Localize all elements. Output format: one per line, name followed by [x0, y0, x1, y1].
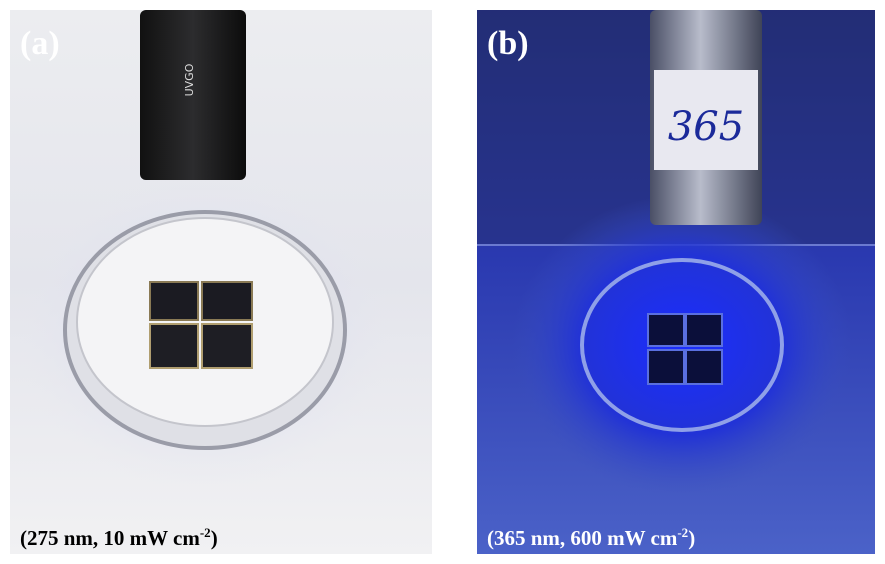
sample: [150, 282, 198, 320]
panel-label: (a): [20, 25, 60, 62]
sample: [686, 350, 722, 384]
sample: [648, 314, 684, 346]
panel-label: (b): [487, 25, 529, 62]
caption-superscript: -2: [677, 525, 688, 540]
sample: [150, 324, 198, 368]
sample: [648, 350, 684, 384]
lamp-text: 365: [668, 104, 744, 150]
caption-text: (365 nm, 600 mW cm: [487, 526, 678, 550]
lamp-text: UVGO: [183, 63, 196, 96]
sample: [202, 324, 252, 368]
panel-a: UVGO (a) (275 nm, 10 mW cm-2): [10, 10, 432, 554]
paper: [77, 218, 333, 426]
caption-text: (275 nm, 10 mW cm: [20, 526, 200, 550]
caption-superscript: -2: [200, 525, 211, 540]
panel-b: 365 (b) (365 nm, 600 mW cm-2): [477, 10, 875, 554]
caption-close: ): [211, 526, 218, 550]
caption: (275 nm, 10 mW cm-2): [20, 525, 218, 550]
figure: UVGO (a) (275 nm, 10 mW cm-2) 365 (b) (3…: [0, 0, 885, 564]
sample: [202, 282, 252, 320]
caption-close: ): [688, 526, 695, 550]
sample: [686, 314, 722, 346]
caption: (365 nm, 600 mW cm-2): [487, 525, 695, 550]
